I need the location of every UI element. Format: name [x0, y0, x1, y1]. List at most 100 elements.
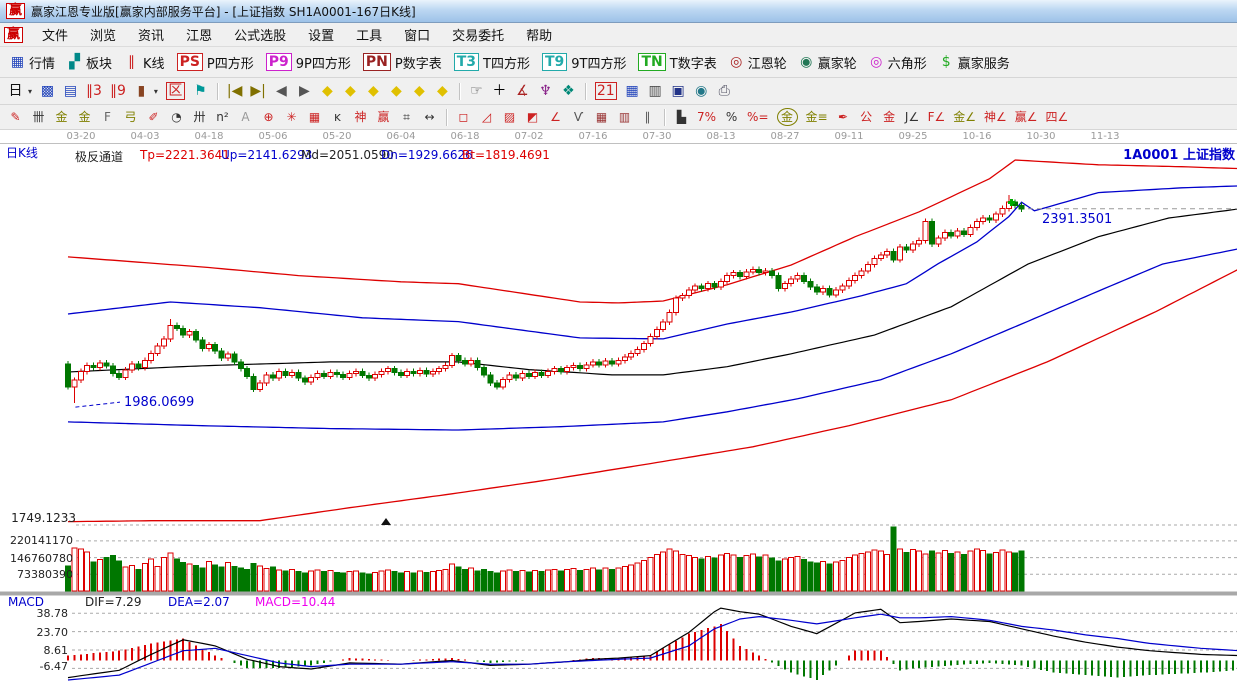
tool-fan-lines[interactable]: ◿ — [475, 108, 498, 126]
tool-angle-ticks[interactable]: ∠ — [544, 108, 567, 126]
tool-pct-lines[interactable]: %= — [743, 108, 772, 126]
tb-gann-anchor[interactable]: ♆ — [534, 82, 557, 100]
chart-canvas[interactable]: 1986.0699 2391.3501 — [0, 130, 1237, 681]
tb-last-page[interactable]: ▶| — [246, 82, 269, 100]
tb-mini-chart-9[interactable]: ∥9 — [106, 82, 130, 100]
tb-next-page[interactable]: ▶ — [293, 82, 316, 100]
tool-gold-circle[interactable]: 金 — [773, 107, 802, 127]
tb-p-number-table-button[interactable]: PN P数字表 — [357, 51, 448, 74]
tool-flag-pen[interactable]: ✒ — [832, 108, 855, 126]
tb-9p-square-button[interactable]: P9 9P四方形 — [260, 51, 357, 74]
tool-angle-four[interactable]: 四∠ — [1042, 108, 1073, 126]
tb-shift-left[interactable]: ◆ — [316, 82, 339, 100]
tool-angle-shen[interactable]: 神∠ — [980, 108, 1011, 126]
tool-n-square[interactable]: n² — [211, 108, 234, 126]
tool-split-lines[interactable]: 公 — [855, 108, 878, 126]
menu-news[interactable]: 资讯 — [138, 29, 165, 44]
menu-settings[interactable]: 设置 — [308, 29, 335, 44]
tb-p-square-button[interactable]: PS P四方形 — [171, 51, 260, 74]
dropdown-caret-icon: ▾ — [28, 86, 33, 96]
tb-kline-button[interactable]: ∥ K线 — [118, 51, 171, 74]
tool-fib-grid[interactable]: F — [96, 108, 119, 126]
tool-angle-a[interactable]: A — [234, 108, 257, 126]
tool-gold-mark[interactable]: 金 — [878, 108, 901, 126]
tool-box-select[interactable]: ◻ — [452, 108, 475, 126]
tb-t-number-table-button[interactable]: TN T数字表 — [632, 51, 722, 74]
tool-draw-pen[interactable]: ✎ — [4, 108, 27, 126]
tb-9t-square-button[interactable]: T9 9T四方形 — [536, 51, 633, 74]
tool-spiral-tool[interactable]: 弓 — [119, 108, 142, 126]
tool-line-grid[interactable]: 卅 — [188, 108, 211, 126]
tb-compress-all[interactable]: ◆ — [431, 82, 454, 100]
menu-gann[interactable]: 江恩 — [186, 29, 213, 44]
menu-window[interactable]: 窗口 — [404, 29, 431, 44]
tb-expand-horizontal[interactable]: ◆ — [362, 82, 385, 100]
tb-info-clipboard[interactable]: ▤ — [59, 82, 82, 100]
tb-prev-page[interactable]: ◀ — [270, 82, 293, 100]
tool-angle-gold[interactable]: 金∠ — [949, 108, 980, 126]
menu-browse[interactable]: 浏览 — [90, 29, 117, 44]
menu-file[interactable]: 文件 — [42, 29, 69, 44]
tb-sectors-button[interactable]: ▞ 板块 — [61, 51, 118, 74]
tb-export-web[interactable]: ◉ — [690, 82, 713, 100]
tool-ruler-123[interactable]: ⌗ — [395, 108, 418, 126]
fib-grid-icon: F — [104, 110, 111, 124]
tb-mini-chart-3[interactable]: ∥3 — [82, 82, 106, 100]
tool-gold-grid-a[interactable]: 金 — [50, 108, 73, 126]
tb-hexagon-button[interactable]: ◎ 六角形 — [863, 51, 933, 74]
tb-save[interactable]: ▣ — [667, 82, 690, 100]
tool-pct-band[interactable]: 7% — [693, 108, 720, 126]
tb-color-ruler[interactable]: ⚑ — [189, 82, 212, 100]
tb-angle-tool[interactable]: ∡ — [511, 82, 534, 100]
tb-candle-style[interactable]: ▮ ▾ — [130, 82, 162, 100]
menu-trade-order[interactable]: 交易委托 — [452, 29, 505, 44]
tb-calculator[interactable]: ▦ — [621, 82, 644, 100]
tool-width-measure[interactable]: ↔ — [418, 108, 441, 126]
tool-starburst[interactable]: ✳ — [280, 108, 303, 126]
tb-hand-tool[interactable]: ☞ — [465, 82, 488, 100]
menu-formula-stock-pick[interactable]: 公式选股 — [234, 29, 287, 44]
tool-v-ticks[interactable]: Ѵ — [567, 108, 590, 126]
tb-period-day[interactable]: 日 ▾ — [4, 82, 36, 100]
tool-grid-box[interactable]: ▥ — [613, 108, 636, 126]
tb-kx-pattern[interactable]: 区 — [162, 81, 189, 101]
tb-crosshair-tool[interactable]: ＋ — [488, 82, 511, 100]
tb-gann-wheel-button[interactable]: ◎ 江恩轮 — [723, 51, 793, 74]
tool-parallel-lines[interactable]: ∥ — [636, 108, 659, 126]
menu-tools[interactable]: 工具 — [356, 29, 383, 44]
tool-box-diagonal[interactable]: ▨ — [498, 108, 521, 126]
tool-shen-grid[interactable]: 神 — [349, 108, 372, 126]
tool-gold-lines[interactable]: 金≡ — [802, 108, 832, 126]
tb-t-square-button[interactable]: T3 T四方形 — [448, 51, 536, 74]
starburst-icon: ✳ — [286, 110, 297, 124]
tool-circle-cross[interactable]: ⊕ — [257, 108, 280, 126]
tool-web-grid[interactable]: ▦ — [303, 108, 326, 126]
tb-shift-right[interactable]: ◆ — [339, 82, 362, 100]
tool-marker-pen[interactable]: ✐ — [142, 108, 165, 126]
tool-stats-panel[interactable]: ▙ — [670, 108, 693, 126]
tb-winner-wheel-button[interactable]: ◉ 赢家轮 — [793, 51, 863, 74]
tb-compress-horizontal[interactable]: ◆ — [385, 82, 408, 100]
tb-expand-all[interactable]: ◆ — [408, 82, 431, 100]
tool-angle-j[interactable]: J∠ — [901, 108, 924, 126]
tool-k-marks[interactable]: ĸ — [326, 108, 349, 126]
tb-pattern-search[interactable]: ❖ — [557, 82, 580, 100]
menu-help[interactable]: 帮助 — [526, 29, 553, 44]
tb-first-page[interactable]: |◀ — [223, 82, 246, 100]
tb-winner-service-button[interactable]: $ 赢家服务 — [933, 51, 1016, 74]
tool-gann-grid[interactable]: 卌 — [27, 108, 50, 126]
tool-win-grid[interactable]: 赢 — [372, 108, 395, 126]
tool-angle-win[interactable]: 赢∠ — [1011, 108, 1042, 126]
tool-box-fan[interactable]: ◩ — [521, 108, 544, 126]
tb-quotes-button[interactable]: ▦ 行情 — [4, 51, 61, 74]
tool-time-circle[interactable]: ◔ — [165, 108, 188, 126]
tool-pct-tool[interactable]: % — [720, 108, 743, 126]
tb-calendar[interactable]: 21 — [591, 81, 621, 101]
tool-gold-grid-b[interactable]: 金 — [73, 108, 96, 126]
tb-pattern-window[interactable]: ▩ — [36, 82, 59, 100]
tool-angle-f[interactable]: F∠ — [924, 108, 950, 126]
tool-price-grid[interactable]: ▦ — [590, 108, 613, 126]
tb-notes[interactable]: ▥ — [644, 82, 667, 100]
p-number-table-label: P数字表 — [394, 56, 442, 72]
tb-print[interactable]: ⎙ — [713, 82, 736, 100]
